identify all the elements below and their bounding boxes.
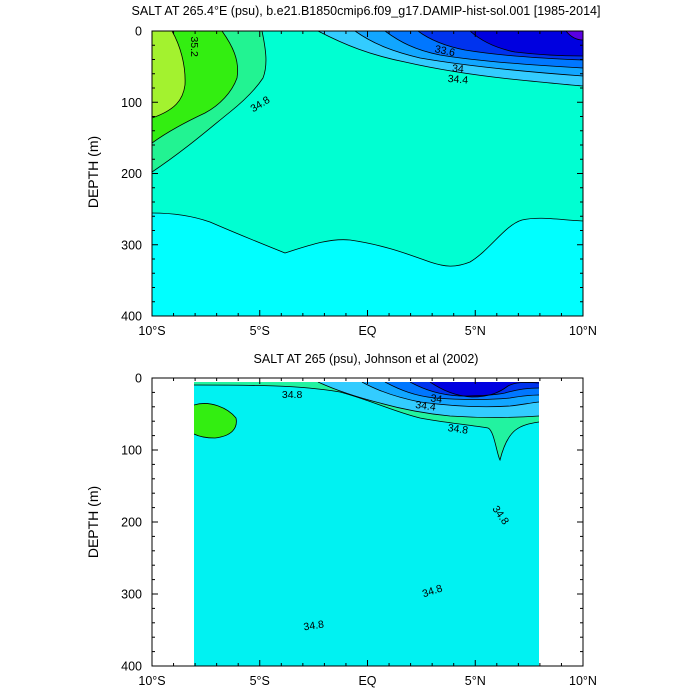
y-tick-label: 100 — [121, 96, 142, 110]
contour-line — [417, 31, 583, 61]
contour-value-text: 34.4 — [415, 399, 437, 414]
contour-line — [429, 382, 539, 398]
contour-value-label: 34.4 — [415, 399, 437, 414]
top-panel: SALT AT 265.4°E (psu), b.e21.B1850cmip6.… — [85, 4, 600, 338]
y-tick-label: 300 — [121, 238, 142, 252]
top-contour-lines — [152, 31, 583, 267]
contour-value-text: 34.4 — [447, 73, 469, 87]
x-tick-label: 10°N — [569, 674, 597, 688]
contour-line — [152, 212, 583, 267]
bottom-y-axis-label: DEPTH (m) — [85, 486, 101, 558]
x-tick-label: 5°S — [250, 674, 270, 688]
contour-value-label: 34.8 — [447, 422, 469, 437]
fill-33-4 — [566, 31, 583, 40]
contour-line — [152, 31, 267, 173]
top-salinity-fill — [152, 31, 583, 316]
contour-line — [152, 31, 239, 144]
contour-line — [317, 31, 583, 87]
contour-value-label: 34.8 — [303, 619, 325, 634]
top-axes: 10°S 5°S EQ 5°N 10°N 0 100 200 300 400 — [121, 25, 597, 339]
x-tick-label: EQ — [358, 324, 376, 338]
y-tick-label: 400 — [121, 310, 142, 324]
contour-value-text: 34.8 — [282, 389, 303, 401]
fill-35-2 — [194, 403, 237, 438]
top-panel-title: SALT AT 265.4°E (psu), b.e21.B1850cmip6.… — [132, 4, 601, 18]
bottom-axes: 10°S 5°S EQ 5°N 10°N 0 100 200 300 400 — [121, 372, 597, 689]
contour-line — [384, 31, 583, 69]
bottom-salinity-fill — [194, 382, 539, 666]
fill-35-4 — [152, 31, 186, 118]
y-tick-label: 100 — [121, 444, 142, 458]
contour-line — [384, 382, 539, 400]
contour-value-label: 35.2 — [188, 36, 200, 57]
contour-line — [361, 382, 539, 408]
contour-line — [354, 31, 583, 77]
contour-line — [194, 384, 539, 462]
fill-33-6 — [430, 382, 539, 397]
x-tick-label: EQ — [358, 674, 376, 688]
contour-line — [152, 31, 186, 119]
contour-value-text: 35.2 — [188, 36, 200, 57]
contour-line — [565, 31, 583, 41]
contour-value-label: 34 — [452, 63, 465, 76]
fill-34-8 — [152, 31, 583, 267]
contour-value-label: 33.6 — [434, 43, 457, 59]
y-tick-label: 300 — [121, 588, 142, 602]
contour-value-text: 34 — [452, 63, 465, 76]
contour-value-text: 34 — [430, 392, 443, 406]
x-tick-label: 5°N — [465, 674, 486, 688]
contour-line — [469, 31, 583, 57]
y-tick-label: 200 — [121, 516, 142, 530]
x-tick-label: 10°N — [569, 324, 597, 338]
y-tick-label: 400 — [121, 660, 142, 674]
contour-value-label: 34.4 — [447, 73, 469, 87]
bottom-panel: SALT AT 265 (psu), Johnson et al (2002) … — [85, 352, 597, 689]
y-tick-label: 0 — [135, 25, 142, 39]
fill-34-6 — [194, 382, 539, 666]
y-tick-label: 200 — [121, 167, 142, 181]
x-tick-label: 10°S — [138, 674, 165, 688]
bottom-panel-title: SALT AT 265 (psu), Johnson et al (2002) — [254, 352, 479, 366]
y-tick-label: 0 — [135, 372, 142, 386]
bottom-contour-lines — [194, 382, 539, 462]
contour-line — [194, 403, 237, 439]
contour-line — [317, 382, 539, 418]
contour-value-text: 33.6 — [434, 43, 457, 59]
contour-value-label: 34.8 — [282, 389, 303, 401]
top-y-axis-label: DEPTH (m) — [85, 136, 101, 208]
x-tick-label: 5°N — [465, 324, 486, 338]
x-tick-label: 5°S — [250, 324, 270, 338]
x-tick-label: 10°S — [138, 324, 165, 338]
fill-33-6 — [470, 31, 583, 56]
contour-value-text: 34.8 — [303, 619, 325, 634]
contour-value-text: 34.8 — [447, 422, 469, 437]
contour-value-label: 34 — [430, 392, 443, 406]
